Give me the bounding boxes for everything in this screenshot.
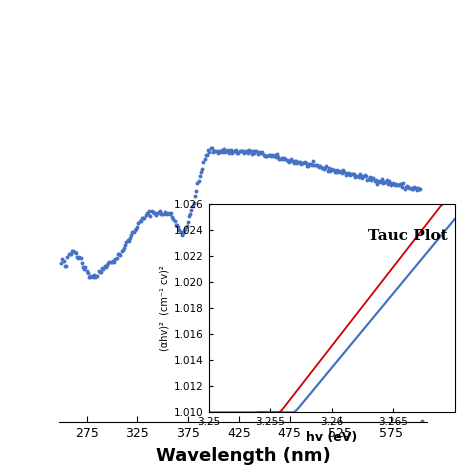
X-axis label: hv (eV): hv (eV) — [306, 431, 357, 445]
Text: Tauc Plot: Tauc Plot — [368, 229, 447, 243]
Y-axis label: (αhv)²  (cm⁻¹ cv)²: (αhv)² (cm⁻¹ cv)² — [160, 265, 170, 351]
X-axis label: Wavelength (nm): Wavelength (nm) — [155, 447, 330, 465]
